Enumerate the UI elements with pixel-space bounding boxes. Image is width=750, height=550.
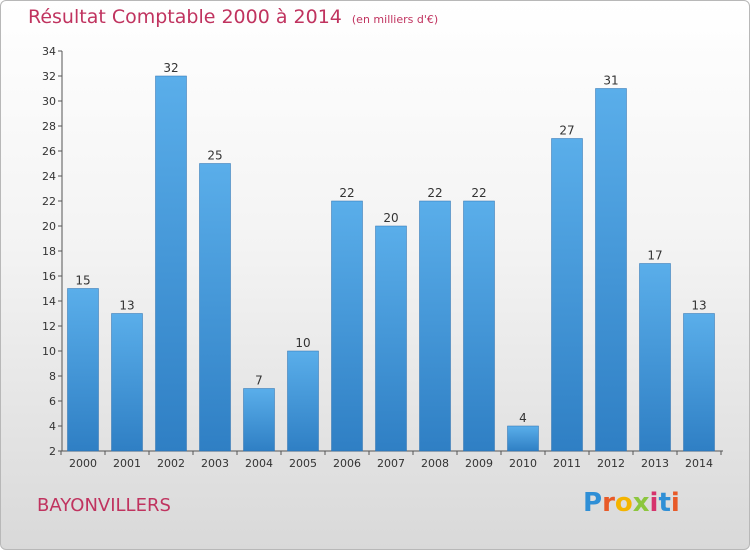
- y-tick-label: 4: [49, 420, 56, 433]
- x-tick-label-2003: 2003: [201, 457, 229, 470]
- bar-2011: [551, 138, 583, 452]
- proxiti-logo: Proxiti: [583, 488, 680, 518]
- x-tick-label-2007: 2007: [377, 457, 405, 470]
- bar-2009: [463, 200, 495, 452]
- data-label-2001: 13: [119, 299, 134, 313]
- bar-2010: [507, 425, 539, 452]
- x-tick-label-2009: 2009: [465, 457, 493, 470]
- bar-2014: [683, 313, 715, 452]
- bar-2000: [67, 288, 99, 452]
- bar-2007: [375, 225, 407, 452]
- logo-letter: i: [670, 488, 680, 518]
- logo-letter: o: [614, 488, 633, 518]
- y-tick-label: 24: [42, 170, 56, 183]
- y-tick-label: 6: [49, 395, 56, 408]
- x-tick-label-2005: 2005: [289, 457, 317, 470]
- x-tick-label-2006: 2006: [333, 457, 361, 470]
- y-tick-label: 16: [42, 270, 56, 283]
- x-tick-label-2012: 2012: [597, 457, 625, 470]
- y-tick-label: 10: [42, 345, 56, 358]
- logo-letter: r: [602, 488, 615, 518]
- title-block: Résultat Comptable 2000 à 2014 (en millie…: [28, 6, 438, 28]
- chart-unit: (en milliers d'€): [351, 13, 439, 26]
- data-label-2006: 22: [339, 186, 354, 200]
- bar-2006: [331, 200, 363, 452]
- x-tick-label-2001: 2001: [113, 457, 141, 470]
- x-tick-label-2013: 2013: [641, 457, 669, 470]
- data-label-2002: 32: [163, 61, 178, 75]
- y-tick-label: 32: [42, 70, 56, 83]
- x-tick-label-2008: 2008: [421, 457, 449, 470]
- logo-letter: x: [632, 488, 650, 518]
- data-label-2000: 15: [75, 274, 90, 288]
- y-tick-label: 12: [42, 320, 56, 333]
- x-tick-label-2011: 2011: [553, 457, 581, 470]
- data-label-2009: 22: [471, 186, 486, 200]
- data-label-2005: 10: [295, 336, 310, 350]
- y-tick-label: 8: [49, 370, 56, 383]
- data-label-2013: 17: [647, 249, 662, 263]
- x-tick-label-2002: 2002: [157, 457, 185, 470]
- bar-2005: [287, 350, 319, 452]
- data-label-2010: 4: [519, 411, 527, 425]
- y-tick-label: 26: [42, 145, 56, 158]
- data-label-2008: 22: [427, 186, 442, 200]
- logo-letter: i: [649, 488, 659, 518]
- x-tick-label-2014: 2014: [685, 457, 713, 470]
- x-tick-label-2004: 2004: [245, 457, 273, 470]
- bar-2003: [199, 163, 231, 452]
- logo-letter: P: [583, 488, 603, 518]
- bar-2004: [243, 388, 275, 452]
- bar-2008: [419, 200, 451, 452]
- y-tick-label: 34: [42, 45, 56, 58]
- bar-2013: [639, 263, 671, 452]
- x-tick-label-2000: 2000: [69, 457, 97, 470]
- y-tick-label: 28: [42, 120, 56, 133]
- y-tick-label: 2: [49, 445, 56, 458]
- data-label-2014: 13: [691, 299, 706, 313]
- y-tick-label: 22: [42, 195, 56, 208]
- data-label-2007: 20: [383, 211, 398, 225]
- x-tick-label-2010: 2010: [509, 457, 537, 470]
- bar-2012: [595, 88, 627, 452]
- place-name: BAYONVILLERS: [37, 495, 171, 516]
- y-tick-label: 18: [42, 245, 56, 258]
- bar-2001: [111, 313, 143, 452]
- data-label-2012: 31: [603, 74, 618, 88]
- data-label-2004: 7: [255, 374, 263, 388]
- logo-letter: t: [658, 488, 671, 518]
- data-label-2011: 27: [559, 124, 574, 138]
- y-tick-label: 30: [42, 95, 56, 108]
- y-tick-label: 14: [42, 295, 56, 308]
- bar-2002: [155, 75, 187, 452]
- y-tick-label: 20: [42, 220, 56, 233]
- chart-title: Résultat Comptable 2000 à 2014: [28, 6, 342, 28]
- data-label-2003: 25: [207, 149, 222, 163]
